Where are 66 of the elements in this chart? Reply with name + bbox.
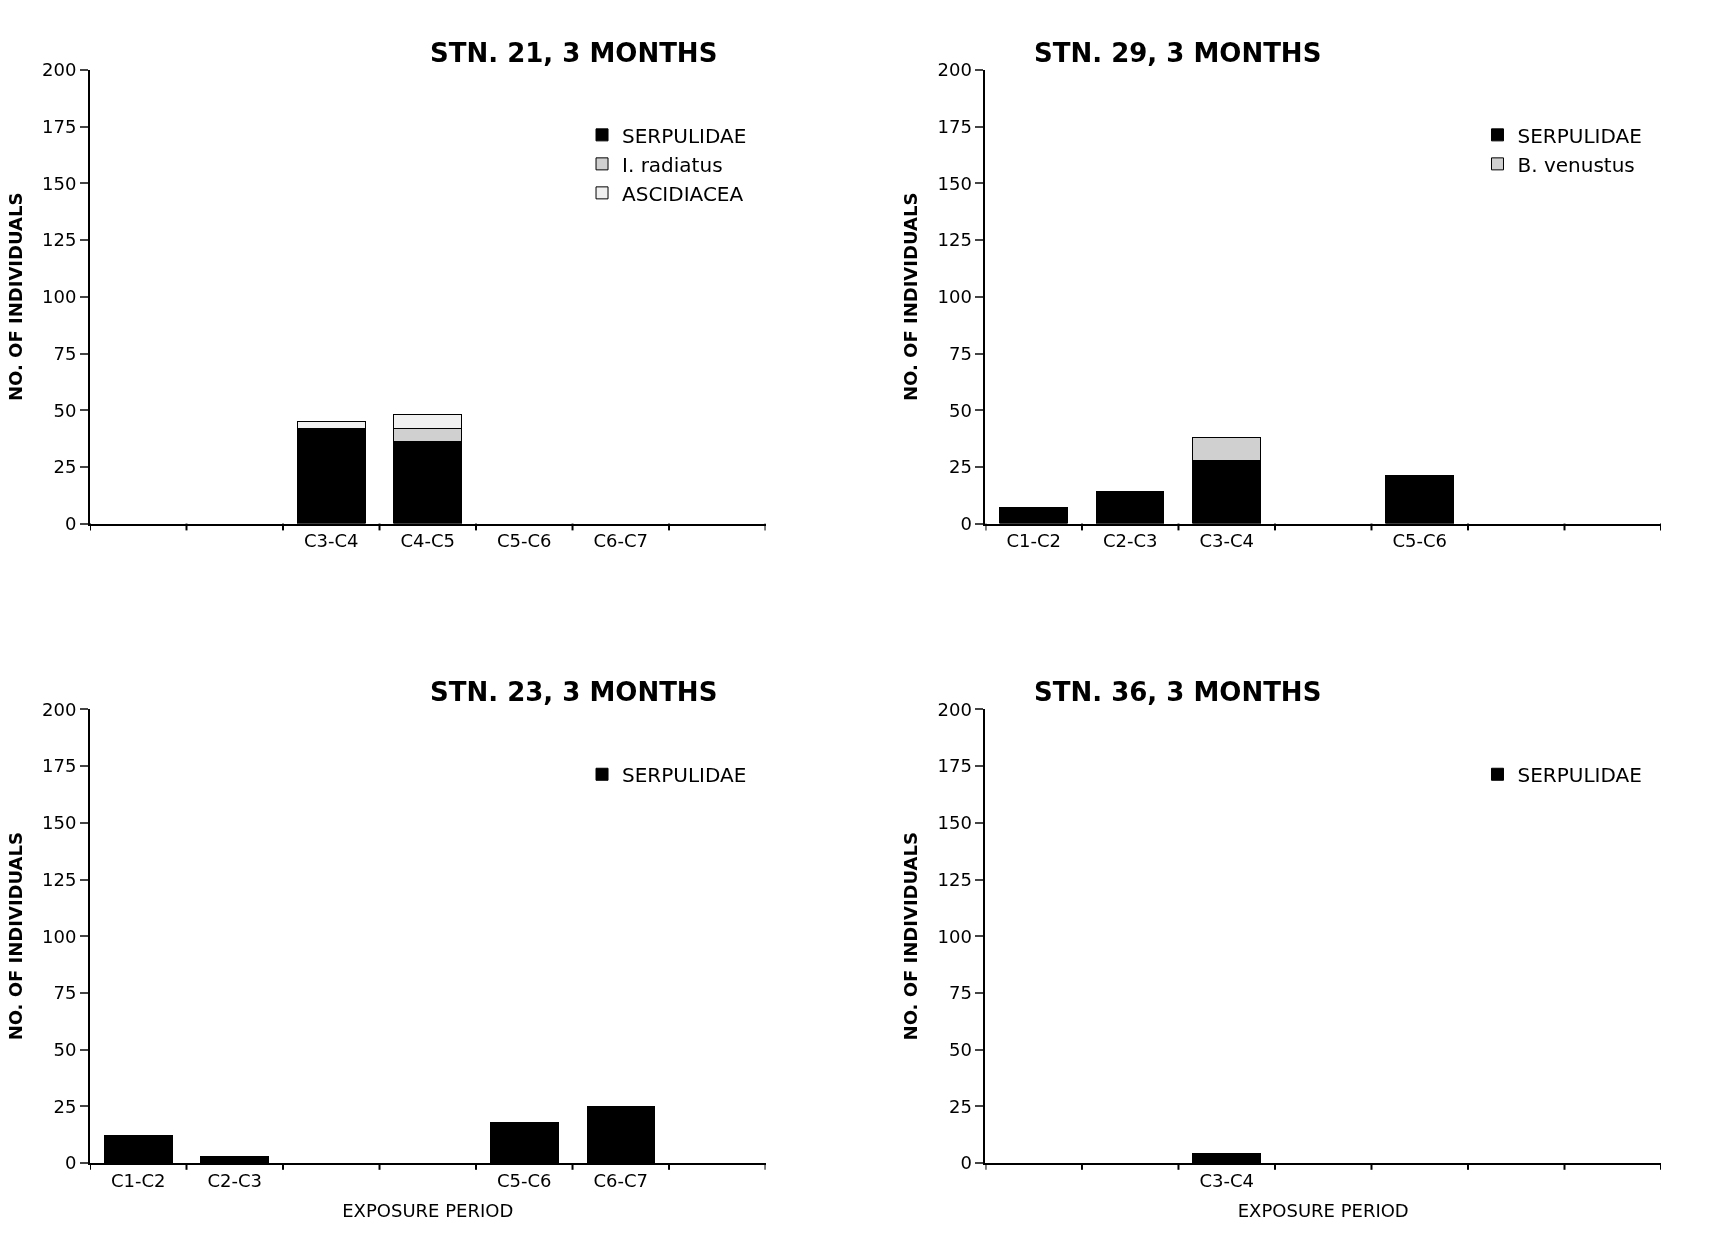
y-tick-label: 175: [42, 116, 77, 137]
x-tick-label: C6-C7: [593, 1169, 649, 1191]
y-tick-label: 25: [948, 1095, 972, 1117]
y-tick-label: 200: [42, 59, 77, 81]
y-tick-label: 50: [948, 1038, 972, 1060]
x-tick-label: C5-C6: [1392, 530, 1448, 552]
y-tick-label: 125: [937, 868, 972, 890]
y-tick-label: 75: [948, 982, 972, 1004]
chart-title: STN. 21, 3 MONTHS: [430, 38, 718, 68]
x-tick-label: C1-C2: [110, 1169, 166, 1191]
y-tick-label: 25: [53, 1095, 77, 1117]
y-tick-label: 125: [937, 229, 972, 251]
y-tick-label: 25: [53, 456, 77, 478]
y-tick-label: 25: [948, 456, 972, 478]
y-tick-label: 0: [64, 1152, 77, 1174]
legend-label: SERPULIDAE: [622, 763, 747, 788]
x-axis-title: EXPOSURE PERIOD: [342, 1200, 514, 1222]
y-tick-label: 200: [937, 698, 972, 720]
y-axis-title: NO. OF INDIVIDUALS: [4, 832, 26, 1041]
y-tick-label: 100: [42, 925, 77, 947]
legend-label: SERPULIDAE: [1517, 763, 1642, 788]
y-tick-label: 75: [948, 342, 972, 364]
y-tick-label: 50: [948, 399, 972, 421]
x-tick-label: C2-C3: [207, 1169, 263, 1191]
y-tick-label: 175: [937, 755, 972, 777]
y-tick-label: 150: [937, 812, 972, 834]
y-tick-label: 0: [64, 512, 77, 534]
y-tick-label: 150: [937, 172, 972, 194]
y-tick-label: 125: [42, 868, 77, 890]
legend-label: SERPULIDAE: [1517, 123, 1642, 148]
x-tick-label: C1-C2: [1006, 530, 1061, 552]
legend-label: SERPULIDAE: [622, 123, 747, 148]
y-tick-label: 100: [937, 925, 972, 947]
y-axis-title: NO. OF INDIVIDUALS: [900, 192, 922, 401]
y-tick-label: 200: [937, 59, 972, 81]
y-tick-label: 175: [937, 116, 972, 137]
x-tick-label: C5-C6: [497, 530, 552, 552]
y-tick-label: 150: [42, 172, 77, 194]
x-tick-label: C2-C3: [1102, 530, 1158, 552]
x-tick-label: C3-C4: [303, 530, 359, 552]
y-tick-label: 50: [53, 399, 77, 421]
y-tick-label: 0: [960, 512, 972, 534]
x-tick-label: C5-C6: [497, 1169, 552, 1191]
y-tick-label: 150: [42, 812, 77, 834]
y-tick-label: 0: [960, 1152, 972, 1174]
chart-title: STN. 29, 3 MONTHS: [1034, 38, 1322, 68]
y-tick-label: 50: [53, 1038, 77, 1060]
chart-title: STN. 23, 3 MONTHS: [430, 677, 718, 707]
y-tick-label: 200: [42, 698, 77, 720]
chart-title: STN. 36, 3 MONTHS: [1034, 677, 1322, 707]
x-axis-title: EXPOSURE PERIOD: [1237, 1200, 1409, 1222]
y-tick-label: 175: [42, 755, 77, 777]
y-tick-label: 75: [53, 982, 77, 1004]
x-tick-label: C3-C4: [1199, 1169, 1254, 1191]
y-tick-label: 100: [42, 286, 77, 308]
x-tick-label: C6-C7: [593, 530, 649, 552]
y-tick-label: 125: [42, 229, 77, 251]
legend-label: ASCIDIACEA: [622, 181, 744, 206]
y-tick-label: 75: [53, 342, 77, 364]
x-tick-label: C4-C5: [400, 530, 456, 552]
y-axis-title: NO. OF INDIVIDUALS: [4, 192, 26, 401]
y-axis-title: NO. OF INDIVIDUALS: [900, 832, 922, 1041]
legend-label: B. venustus: [1517, 152, 1635, 177]
legend-label: I. radiatus: [622, 152, 723, 177]
x-tick-label: C3-C4: [1199, 530, 1254, 552]
y-tick-label: 100: [937, 286, 972, 308]
